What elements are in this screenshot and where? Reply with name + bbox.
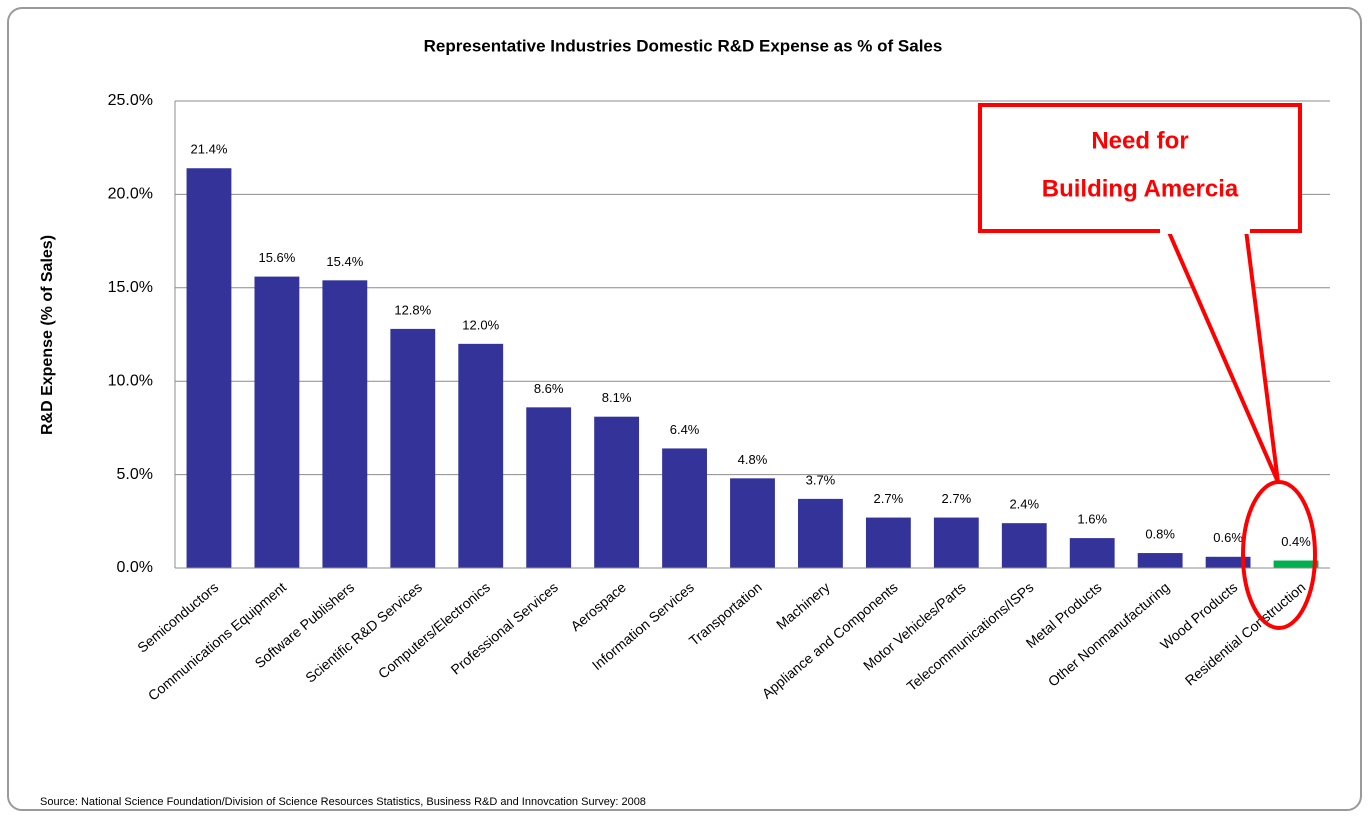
bar — [1069, 538, 1115, 568]
value-label: 8.6% — [534, 381, 564, 396]
bar — [865, 517, 911, 568]
highlight-ellipse — [1241, 480, 1317, 630]
bar — [186, 168, 232, 569]
y-tick-label: 0.0% — [117, 559, 153, 576]
bar — [254, 276, 300, 568]
y-tick-label: 5.0% — [117, 466, 153, 483]
bar — [1137, 553, 1183, 568]
callout-text: Need for — [1091, 127, 1188, 154]
bar — [1001, 523, 1047, 568]
callout-box — [978, 103, 1302, 233]
callout-joint — [1160, 226, 1250, 234]
value-label: 2.4% — [1009, 497, 1039, 512]
value-label: 8.1% — [602, 390, 632, 405]
value-label: 12.8% — [394, 302, 431, 317]
value-label: 12.0% — [462, 317, 499, 332]
value-label: 6.4% — [670, 422, 700, 437]
bar — [933, 517, 979, 568]
value-label: 0.8% — [1145, 526, 1175, 541]
bar — [662, 448, 707, 568]
value-label: 2.7% — [942, 491, 972, 506]
bar — [458, 343, 504, 568]
value-label: 1.6% — [1077, 512, 1107, 527]
value-label: 15.4% — [326, 254, 363, 269]
value-label: 2.7% — [874, 491, 904, 506]
bar — [730, 478, 775, 568]
value-label: 4.8% — [738, 452, 768, 467]
value-label: 0.4% — [1281, 534, 1311, 549]
y-tick-label: 20.0% — [108, 186, 153, 203]
y-axis-title: R&D Expense (% of Sales) — [39, 235, 56, 435]
bar — [322, 280, 368, 568]
bar — [526, 407, 572, 568]
y-tick-label: 10.0% — [108, 372, 153, 389]
value-label: 0.6% — [1213, 530, 1243, 545]
value-label: 3.7% — [806, 472, 836, 487]
chart-title: Representative Industries Domestic R&D E… — [424, 36, 943, 55]
bar — [390, 328, 436, 568]
bar — [1273, 560, 1319, 568]
value-label: 15.6% — [258, 250, 295, 265]
bar — [594, 416, 640, 568]
bar — [1205, 556, 1251, 568]
source-note: Source: National Science Foundation/Divi… — [40, 796, 646, 808]
value-label: 21.4% — [191, 142, 228, 157]
y-tick-label: 25.0% — [108, 92, 153, 109]
callout-text: Building Amercia — [1042, 175, 1239, 202]
y-tick-label: 15.0% — [108, 279, 153, 296]
bar — [798, 498, 843, 568]
